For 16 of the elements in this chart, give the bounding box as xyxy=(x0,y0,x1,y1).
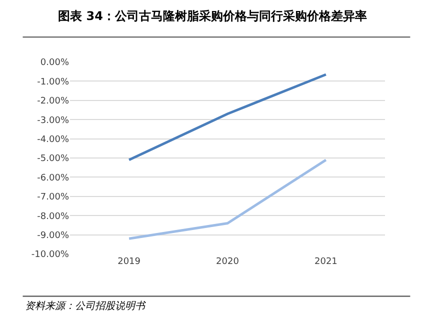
y-tick-label: -9.00% xyxy=(37,230,70,241)
y-tick-label: -7.00% xyxy=(37,192,70,203)
x-tick-label: 2020 xyxy=(216,257,240,267)
y-tick-label: -4.00% xyxy=(37,134,70,145)
y-tick-label: 0.00% xyxy=(40,58,70,68)
y-tick-label: -1.00% xyxy=(37,77,70,88)
y-tick-label: -5.00% xyxy=(37,154,70,164)
y-tick-label: -8.00% xyxy=(37,212,70,222)
x-tick-label: 2021 xyxy=(314,257,338,267)
x-tick-label: 2019 xyxy=(118,257,141,267)
y-tick-label: -6.00% xyxy=(37,173,70,184)
y-tick-label: -10.00% xyxy=(31,250,70,260)
y-tick-label: -3.00% xyxy=(37,116,70,126)
chart-title: 图表 34：公司古马隆树脂采购价格与同行采购价格差异率 xyxy=(58,8,367,23)
y-tick-label: -2.00% xyxy=(37,96,70,107)
text: 资料来源：公司招股说明书 xyxy=(25,300,146,312)
